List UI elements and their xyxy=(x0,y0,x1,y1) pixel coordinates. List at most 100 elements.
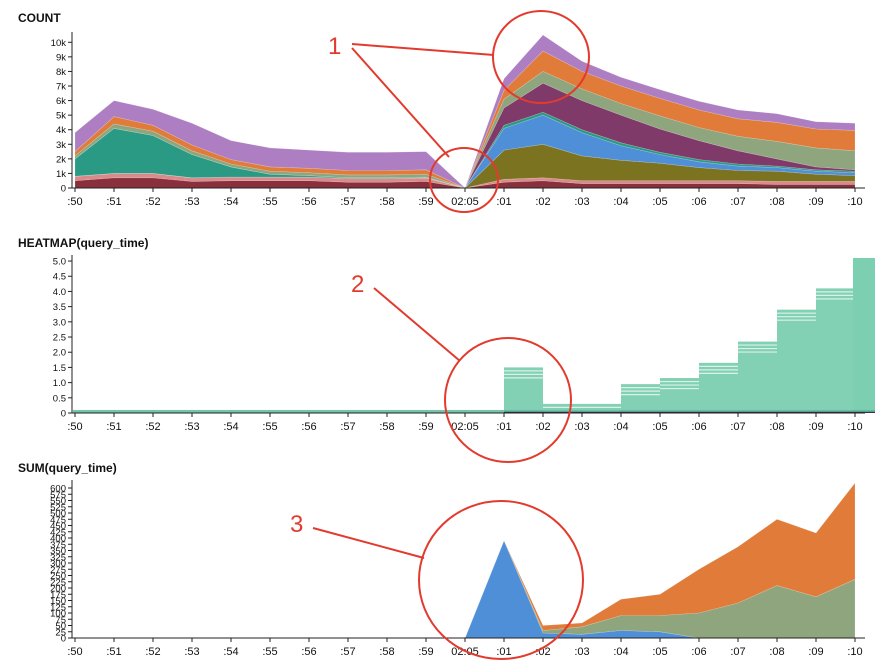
sum-chart: SUM(query_time) 025507510012515017520022… xyxy=(18,461,865,658)
x-tick-label: :50 xyxy=(67,196,82,208)
y-tick-label: 3k xyxy=(56,140,66,151)
x-tick-label: :50 xyxy=(67,421,82,433)
y-tick-label: 175 xyxy=(50,590,66,601)
x-tick-label: :58 xyxy=(379,196,394,208)
y-tick-label: 350 xyxy=(50,546,66,557)
y-tick-label: 6k xyxy=(56,96,66,107)
x-tick-label: :07 xyxy=(730,196,745,208)
x-tick-label: :54 xyxy=(223,196,238,208)
y-tick-label: 525 xyxy=(50,502,66,513)
x-tick-label: :56 xyxy=(301,421,316,433)
x-tick-label: :52 xyxy=(145,196,160,208)
y-tick-label: 9k xyxy=(56,52,66,63)
x-tick-label: :52 xyxy=(145,421,160,433)
x-tick-label: :08 xyxy=(769,196,784,208)
y-tick-label: 0 xyxy=(61,184,66,195)
x-tick-label: :50 xyxy=(67,646,82,658)
x-tick-label: :08 xyxy=(769,421,784,433)
x-tick-label: :52 xyxy=(145,646,160,658)
x-tick-label: :05 xyxy=(652,421,667,433)
x-tick-label: :57 xyxy=(340,196,355,208)
heatmap-column xyxy=(738,341,777,413)
y-tick-label: 0 xyxy=(61,634,66,645)
x-tick-label: :09 xyxy=(808,646,823,658)
count-chart: COUNT 0 1k 2k 3k 4k 5k 6k 7k 8k 9k 10k :50:51:52:5… xyxy=(18,11,865,208)
x-tick-label: :55 xyxy=(262,421,277,433)
heatmap-column xyxy=(543,403,582,413)
x-tick-label: :08 xyxy=(769,646,784,658)
x-tick-label: :51 xyxy=(106,646,121,658)
x-tick-label: :58 xyxy=(379,421,394,433)
heatmap-chart-title: HEATMAP(query_time) xyxy=(18,236,148,250)
x-tick-label: :01 xyxy=(496,196,511,208)
y-tick-label: 500 xyxy=(50,509,66,520)
x-tick-label: :56 xyxy=(301,646,316,658)
x-tick-label: :57 xyxy=(340,421,355,433)
y-tick-label: 4.0 xyxy=(53,287,66,298)
y-tick-label: 75 xyxy=(55,615,66,626)
y-tick-label: 425 xyxy=(50,527,66,538)
y-tick-label: 1.5 xyxy=(53,363,66,374)
y-tick-label: 325 xyxy=(50,552,66,563)
heatmap-column xyxy=(777,309,816,413)
x-tick-label: :10 xyxy=(847,646,862,658)
y-tick-label: 1k xyxy=(56,169,66,180)
y-tick-label: 0 xyxy=(61,409,66,420)
heatmap-column xyxy=(621,384,660,413)
y-tick-label: 0.5 xyxy=(53,393,66,404)
x-tick-label: :03 xyxy=(574,421,589,433)
y-tick-label: 2.5 xyxy=(53,333,66,344)
y-tick-label: 2k xyxy=(56,154,66,165)
y-tick-label: 450 xyxy=(50,521,66,532)
annotation-circle-2 xyxy=(444,337,572,463)
x-tick-label: :54 xyxy=(223,421,238,433)
annotation-arrow-2 xyxy=(373,287,461,362)
annotation-layer: 1 2 3 xyxy=(290,10,590,660)
y-tick-label: 8k xyxy=(56,67,66,78)
x-tick-label: 02:05 xyxy=(451,421,479,433)
y-tick-label: 1.0 xyxy=(53,378,66,389)
x-tick-label: 02:05 xyxy=(451,196,479,208)
x-tick-label: :03 xyxy=(574,196,589,208)
heatmap-column xyxy=(582,403,621,413)
annotation-arrow-1b xyxy=(351,47,450,158)
heatmap-column xyxy=(660,378,699,413)
x-tick-label: :10 xyxy=(847,421,862,433)
y-tick-label: 3.5 xyxy=(53,302,66,313)
x-tick-label: :06 xyxy=(691,421,706,433)
y-tick-label: 400 xyxy=(50,534,66,545)
x-tick-label: :03 xyxy=(574,646,589,658)
area-series-purple xyxy=(74,34,856,189)
x-tick-label: :53 xyxy=(184,646,199,658)
heatmap-column xyxy=(816,288,855,413)
y-tick-label: 100 xyxy=(50,609,66,620)
x-tick-label: :51 xyxy=(106,421,121,433)
y-tick-label: 10k xyxy=(51,38,67,49)
x-tick-label: :05 xyxy=(652,196,667,208)
y-tick-label: 2.0 xyxy=(53,348,66,359)
y-tick-label: 225 xyxy=(50,577,66,588)
x-tick-label: :01 xyxy=(496,421,511,433)
x-tick-label: :04 xyxy=(613,646,628,658)
x-tick-label: :06 xyxy=(691,196,706,208)
y-tick-label: 150 xyxy=(50,596,66,607)
x-tick-label: :55 xyxy=(262,646,277,658)
y-tick-label: 4.5 xyxy=(53,272,66,283)
x-tick-label: :53 xyxy=(184,196,199,208)
x-tick-label: :55 xyxy=(262,196,277,208)
x-tick-label: :53 xyxy=(184,421,199,433)
y-tick-label: 550 xyxy=(50,496,66,507)
x-tick-label: :10 xyxy=(847,196,862,208)
y-tick-label: 575 xyxy=(50,490,66,501)
y-tick-label: 7k xyxy=(56,82,66,93)
annotation-label-3: 3 xyxy=(290,511,303,538)
x-tick-label: :04 xyxy=(613,421,628,433)
x-tick-label: :58 xyxy=(379,646,394,658)
annotation-arrow-1a xyxy=(351,43,495,56)
x-tick-label: :56 xyxy=(301,196,316,208)
heatmap-column xyxy=(853,258,875,413)
y-tick-label: 125 xyxy=(50,602,66,613)
heatmap-column xyxy=(699,362,738,413)
annotation-circle-1b xyxy=(429,147,499,213)
